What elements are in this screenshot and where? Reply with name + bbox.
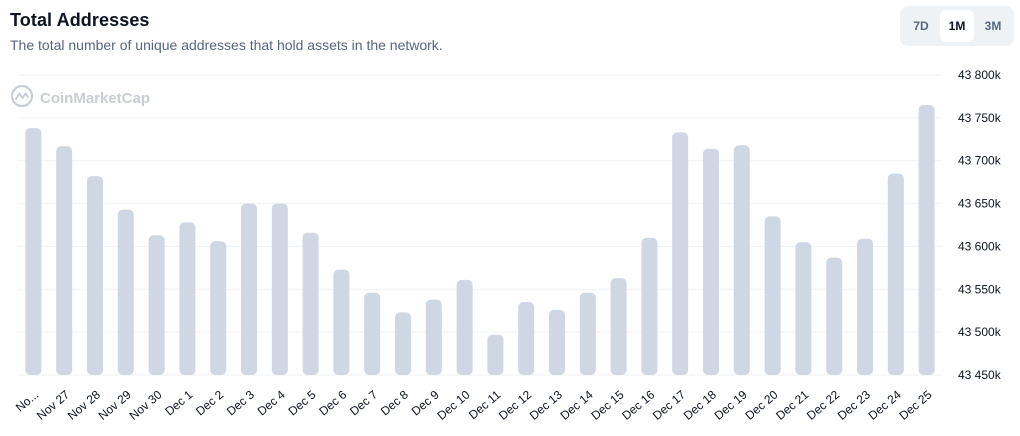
- x-tick-label: Dec 19: [712, 387, 750, 422]
- bar[interactable]: [117, 209, 134, 375]
- bar[interactable]: [764, 216, 781, 375]
- bar[interactable]: [672, 132, 689, 375]
- watermark: CoinMarketCap: [10, 84, 150, 112]
- x-tick-label: Dec 13: [527, 387, 565, 422]
- y-tick-label: 43 450k: [958, 368, 1002, 382]
- x-tick-label: Nov 30: [126, 387, 164, 422]
- bar[interactable]: [241, 203, 257, 375]
- bar[interactable]: [333, 269, 350, 375]
- bar[interactable]: [918, 105, 935, 375]
- bar[interactable]: [148, 235, 165, 375]
- bar[interactable]: [271, 203, 288, 375]
- bar[interactable]: [826, 257, 843, 375]
- bar[interactable]: [25, 128, 42, 375]
- x-tick-label: Dec 18: [681, 387, 719, 422]
- y-tick-label: 43 700k: [958, 154, 1002, 168]
- x-tick-label: Dec 22: [804, 387, 842, 422]
- x-tick-label: Nov 29: [96, 387, 134, 422]
- bar[interactable]: [87, 176, 103, 375]
- bar[interactable]: [887, 173, 904, 375]
- bar[interactable]: [579, 292, 596, 375]
- range-7d-button[interactable]: 7D: [904, 10, 938, 42]
- bar[interactable]: [210, 241, 227, 375]
- x-tick-label: Dec 14: [558, 387, 596, 422]
- x-tick-label: Dec 12: [496, 387, 534, 422]
- bar[interactable]: [518, 302, 535, 375]
- y-tick-label: 43 500k: [958, 325, 1002, 339]
- x-tick-label: Dec 17: [650, 387, 688, 422]
- y-tick-label: 43 650k: [958, 197, 1002, 211]
- bar[interactable]: [364, 292, 381, 375]
- watermark-text: CoinMarketCap: [40, 89, 151, 107]
- bar[interactable]: [179, 222, 196, 375]
- time-range-toggle: 7D 1M 3M: [900, 6, 1014, 46]
- y-tick-label: 43 800k: [958, 68, 1002, 82]
- x-tick-label: Dec 20: [742, 387, 780, 422]
- y-tick-label: 43 750k: [958, 111, 1002, 125]
- x-tick-label: Dec 15: [588, 387, 626, 422]
- x-tick-label: Dec 16: [619, 387, 657, 422]
- bar[interactable]: [610, 278, 627, 375]
- bar[interactable]: [302, 232, 319, 375]
- x-tick-label: Dec 7: [347, 387, 380, 418]
- x-tick-label: Dec 1: [162, 387, 195, 418]
- bar[interactable]: [456, 279, 473, 375]
- x-tick-label: Dec 8: [378, 387, 411, 418]
- x-tick-label: Nov 27: [34, 387, 72, 422]
- bar[interactable]: [795, 242, 812, 375]
- bar[interactable]: [549, 309, 565, 375]
- range-3m-button[interactable]: 3M: [976, 10, 1010, 42]
- bar[interactable]: [733, 145, 750, 375]
- chart-subtitle: The total number of unique addresses tha…: [10, 37, 443, 53]
- y-tick-label: 43 550k: [958, 282, 1002, 296]
- x-tick-label: Dec 2: [193, 387, 226, 418]
- x-tick-label: Dec 21: [773, 387, 811, 422]
- y-tick-label: 43 600k: [958, 239, 1002, 253]
- bar[interactable]: [425, 299, 442, 375]
- x-tick-label: Dec 10: [434, 387, 472, 422]
- x-tick-label: Dec 24: [866, 387, 904, 422]
- bar[interactable]: [641, 237, 658, 375]
- x-tick-label: Nov 28: [65, 387, 103, 422]
- chart-title: Total Addresses: [10, 10, 150, 30]
- bar[interactable]: [703, 148, 719, 375]
- x-tick-label: Dec 4: [255, 387, 288, 418]
- range-1m-button[interactable]: 1M: [940, 10, 974, 42]
- bar[interactable]: [857, 238, 873, 375]
- x-tick-label: Dec 25: [896, 387, 934, 422]
- x-tick-label: Dec 6: [316, 387, 349, 418]
- bar[interactable]: [395, 312, 411, 375]
- coinmarketcap-logo-icon: [10, 84, 34, 112]
- bar[interactable]: [56, 146, 73, 375]
- x-tick-label: Dec 23: [835, 387, 873, 422]
- bar[interactable]: [487, 334, 504, 375]
- x-tick-label: Dec 5: [286, 387, 319, 418]
- x-tick-label: Dec 11: [466, 387, 504, 422]
- x-tick-label: Dec 3: [224, 387, 257, 418]
